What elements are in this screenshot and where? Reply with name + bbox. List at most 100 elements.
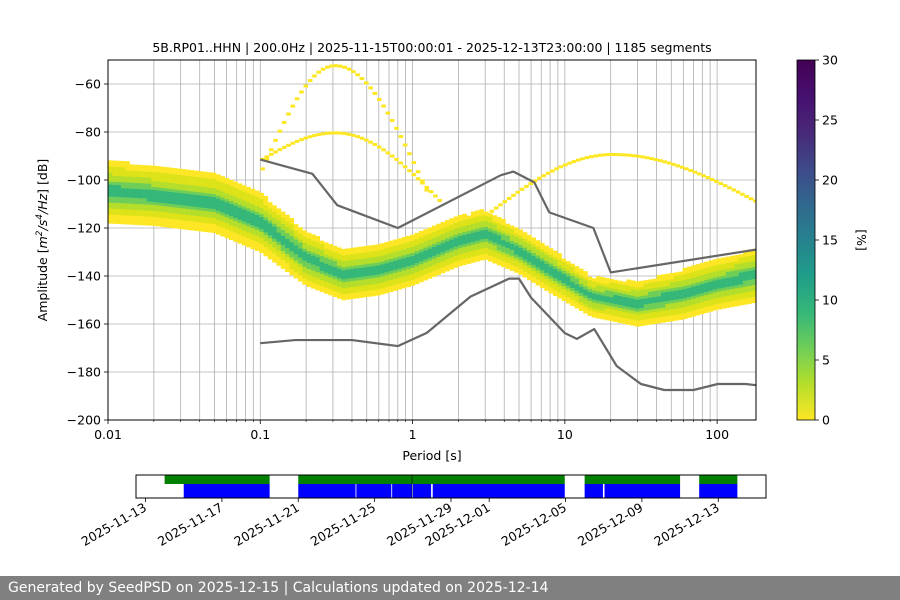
heat-cell xyxy=(190,212,195,216)
heat-cell xyxy=(302,233,308,237)
heat-cell xyxy=(656,275,662,279)
heat-cell xyxy=(682,291,688,296)
heat-cell xyxy=(241,185,247,189)
heat-cell xyxy=(311,258,316,262)
heat-cell xyxy=(488,228,493,232)
heat-cell xyxy=(514,263,519,267)
heat-cell xyxy=(146,207,152,211)
heat-cell xyxy=(371,247,377,252)
heat-cell xyxy=(185,226,191,230)
heat-cell xyxy=(704,282,709,286)
scatter-cell xyxy=(268,148,274,152)
heat-cell xyxy=(237,186,243,190)
colorbar-tick-label: 10 xyxy=(822,293,838,308)
heat-cell xyxy=(298,275,303,279)
heat-cell xyxy=(129,221,135,225)
heat-cell xyxy=(332,275,338,280)
heat-cell xyxy=(457,250,463,255)
heat-cell xyxy=(354,280,359,284)
heat-cell xyxy=(341,275,346,280)
heat-cell xyxy=(613,300,619,305)
heat-cell xyxy=(120,193,126,198)
heat-cell xyxy=(678,271,683,275)
heat-cell xyxy=(751,278,756,283)
heat-cell xyxy=(743,289,748,293)
heat-cell xyxy=(336,250,342,254)
scatter-cell xyxy=(402,143,408,147)
heat-cell xyxy=(168,188,174,192)
heat-cell xyxy=(319,288,325,293)
heat-cell xyxy=(544,275,549,279)
heat-cell xyxy=(224,231,230,236)
scatter-cell xyxy=(645,156,650,160)
heat-cell xyxy=(747,294,752,298)
heat-cell xyxy=(280,238,286,242)
heat-cell xyxy=(311,240,316,244)
heat-cell xyxy=(682,282,688,287)
heat-cell xyxy=(155,178,161,182)
heat-cell xyxy=(483,253,489,257)
heat-cell xyxy=(362,279,368,283)
heat-cell xyxy=(267,256,273,260)
heat-cell xyxy=(388,288,394,293)
heat-cell xyxy=(328,277,333,281)
heat-cell xyxy=(527,249,532,254)
heat-cell xyxy=(552,289,558,294)
heat-cell xyxy=(660,286,666,290)
heat-cell xyxy=(362,246,368,250)
heat-cell xyxy=(410,249,416,253)
heat-cell xyxy=(686,272,692,276)
heat-cell xyxy=(177,189,182,193)
heat-cell xyxy=(462,249,467,254)
heat-cell xyxy=(224,210,230,215)
heat-cell xyxy=(146,171,152,175)
heat-cell xyxy=(228,230,234,235)
heat-cell xyxy=(738,299,744,303)
heat-cell xyxy=(721,305,727,309)
heat-cell xyxy=(371,283,377,288)
heat-cell xyxy=(254,190,260,194)
heat-cell xyxy=(138,173,143,178)
heat-cell xyxy=(384,259,390,264)
heat-cell xyxy=(285,259,290,264)
heat-cell xyxy=(747,297,752,301)
heat-cell xyxy=(267,253,273,257)
heat-cell xyxy=(501,230,506,235)
scatter-cell xyxy=(385,111,391,115)
heat-cell xyxy=(600,280,606,284)
heat-cell xyxy=(419,269,424,274)
heat-cell xyxy=(419,278,424,283)
heat-cell xyxy=(129,170,135,174)
heat-cell xyxy=(324,290,329,294)
heat-cell xyxy=(587,312,593,316)
heat-cell xyxy=(682,303,688,308)
scatter-cell xyxy=(338,131,343,135)
heat-cell xyxy=(108,205,113,209)
heat-cell xyxy=(138,185,143,190)
heat-cell xyxy=(397,247,403,251)
heat-cell xyxy=(652,284,657,289)
heat-cell xyxy=(747,276,752,280)
heat-cell xyxy=(717,297,722,301)
heat-cell xyxy=(488,225,493,229)
heat-cell xyxy=(367,290,372,294)
heat-cell xyxy=(302,254,308,258)
heat-cell xyxy=(332,278,338,283)
heat-cell xyxy=(557,280,562,284)
heat-cell xyxy=(669,300,675,304)
heat-cell xyxy=(190,203,195,207)
heat-cell xyxy=(747,291,752,295)
heat-cell xyxy=(263,237,269,242)
heat-cell xyxy=(108,163,113,167)
heat-cell xyxy=(285,244,290,249)
heat-cell xyxy=(617,316,623,321)
heat-cell xyxy=(613,282,619,287)
heat-cell xyxy=(673,293,679,297)
heat-cell xyxy=(198,210,204,214)
heat-cell xyxy=(730,264,735,269)
heat-cell xyxy=(133,206,139,210)
scatter-cell xyxy=(329,131,335,135)
heat-cell xyxy=(639,319,644,324)
heat-cell xyxy=(190,218,195,222)
heat-cell xyxy=(146,168,152,172)
